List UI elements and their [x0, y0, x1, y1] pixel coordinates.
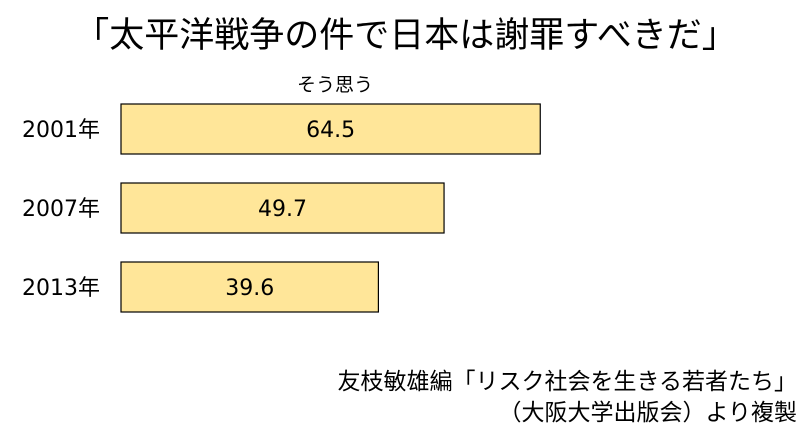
series-label: そう思う [296, 74, 373, 96]
bar-2 [120, 261, 379, 313]
category-label: 2001年 [22, 118, 100, 143]
bar-value-label: 49.7 [258, 197, 307, 222]
source-credit-line-1: 友枝敏雄編「リスク社会を生きる若者たち」 [337, 369, 797, 395]
bar-value-label: 39.6 [225, 276, 274, 301]
chart-title: 「太平洋戦争の件で日本は謝罪すべきだ」 [74, 16, 737, 56]
bar-0 [120, 103, 541, 155]
bar-value-label: 64.5 [306, 118, 355, 143]
bar-1 [120, 182, 445, 234]
source-credit-line-2: （大阪大学出版会）より複製 [498, 400, 797, 426]
category-label: 2007年 [22, 197, 100, 222]
category-label: 2013年 [22, 276, 100, 301]
